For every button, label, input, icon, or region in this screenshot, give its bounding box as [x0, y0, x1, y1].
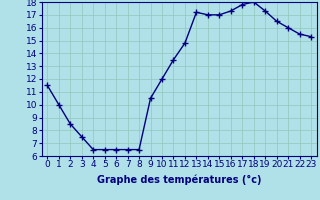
X-axis label: Graphe des températures (°c): Graphe des températures (°c)	[97, 175, 261, 185]
